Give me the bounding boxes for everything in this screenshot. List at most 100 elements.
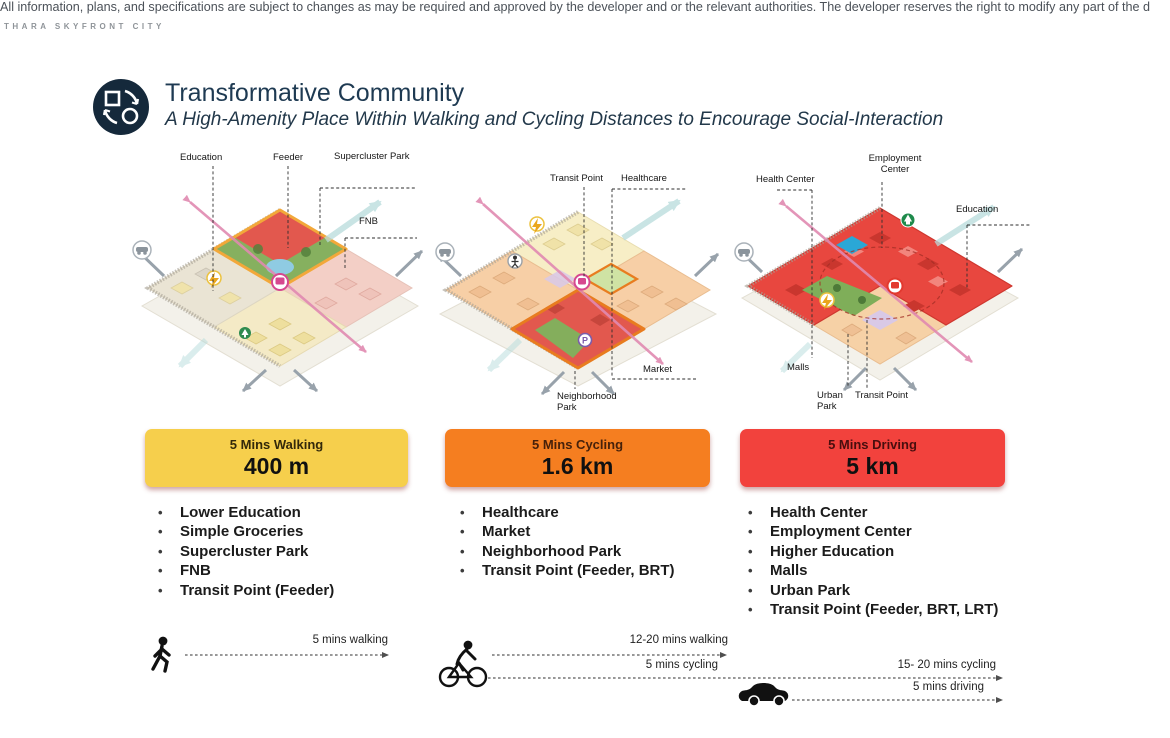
bullet-icon <box>460 503 482 522</box>
diagram-label: FNB <box>359 216 378 227</box>
list-item-label: Malls <box>770 562 808 580</box>
list-item-label: Lower Education <box>180 504 301 521</box>
list-item: Transit Point (Feeder, BRT, LRT) <box>748 600 998 619</box>
banner-value: 400 m <box>243 452 310 479</box>
list-item-label: Urban Park <box>770 581 851 599</box>
bullet-icon <box>158 542 180 561</box>
list-item: Supercluster Park <box>158 542 334 561</box>
list-item-label: Higher Education <box>770 542 895 560</box>
banner-title: 5 Mins Walking <box>229 436 324 452</box>
car-circle-icon <box>734 242 754 262</box>
banner-title: 5 Mins Cycling <box>531 436 624 452</box>
energy-icon <box>819 292 835 310</box>
travel-time-scale <box>140 628 1030 716</box>
list-item: Urban Park <box>748 581 998 600</box>
page-title: Transformative Community <box>165 79 465 107</box>
walk-long-time-label: 12-20 mins walking <box>629 634 728 646</box>
cyclist-icon <box>438 640 488 688</box>
diagram-label: Transit Point <box>550 173 603 184</box>
brand-logo-text: THARA SKYFRONT CITY <box>4 22 165 31</box>
list-item: Simple Groceries <box>158 522 334 541</box>
bullet-icon <box>748 561 770 580</box>
disclaimer-text: All information, plans, and specificatio… <box>0 0 1150 14</box>
page-subtitle: A High-Amenity Place Within Walking and … <box>165 109 944 130</box>
walk-time-label: 5 mins walking <box>312 634 388 646</box>
list-item-label: Employment Center <box>770 523 912 541</box>
parking-icon: P <box>577 332 593 348</box>
banner-value: 5 km <box>846 452 899 479</box>
list-item: Employment Center <box>748 522 998 541</box>
bullet-icon <box>158 522 180 541</box>
bullet-icon <box>748 581 770 600</box>
drive-time-label: 5 mins driving <box>913 681 984 693</box>
bullet-icon <box>460 542 482 561</box>
pedestrian-icon <box>507 253 523 269</box>
cycling-distance-banner: 5 Mins Cycling 1.6 km <box>445 429 710 487</box>
diagram-label: Education <box>180 152 223 163</box>
list-item: Market <box>460 522 675 541</box>
list-item: Lower Education <box>158 503 334 522</box>
list-item-label: FNB <box>180 562 211 580</box>
bullet-icon <box>158 561 180 580</box>
list-item: Neighborhood Park <box>460 542 675 561</box>
diagram-label: Urban Park <box>817 390 843 413</box>
walking-amenities-list: Lower Education Simple Groceries Supercl… <box>158 503 334 600</box>
diagram-label: Feeder <box>273 152 304 163</box>
train-station-icon <box>271 273 289 291</box>
bullet-icon <box>748 503 770 522</box>
walking-distance-banner: 5 Mins Walking 400 m <box>145 429 408 487</box>
bullet-icon <box>460 522 482 541</box>
svg-text:P: P <box>582 336 588 346</box>
transform-icon <box>92 78 150 136</box>
list-item-label: Transit Point (Feeder) <box>180 581 335 599</box>
bullet-icon <box>158 581 180 600</box>
bullet-icon <box>748 522 770 541</box>
driving-radius-diagram: Health Center Employment Center Educatio… <box>732 148 1032 420</box>
banner-title: 5 Mins Driving <box>828 436 917 452</box>
list-item: Malls <box>748 561 998 580</box>
diagram-label: Health Center <box>756 174 815 185</box>
cycling-amenities-list: Healthcare Market Neighborhood Park Tran… <box>460 503 675 581</box>
cycling-isometric-map: P <box>435 187 720 396</box>
travel-time-arrows <box>151 636 1003 707</box>
list-item: Transit Point (Feeder) <box>158 581 334 600</box>
list-item-label: Transit Point (Feeder, BRT, LRT) <box>770 601 999 619</box>
diagram-label: Neighborhood Park <box>557 391 617 414</box>
train-station-icon <box>886 277 904 295</box>
walking-person-icon <box>151 636 171 673</box>
list-item: FNB <box>158 561 334 580</box>
walking-isometric-map <box>132 166 424 393</box>
diagram-label: Malls <box>787 362 810 373</box>
cycling-radius-diagram: P Transit Point Healthcare Market Neighb… <box>435 168 735 423</box>
bullet-icon <box>748 600 770 619</box>
diagram-label: Education <box>956 204 999 215</box>
driving-isometric-map <box>734 182 1030 392</box>
diagram-label: Healthcare <box>621 173 667 184</box>
list-item-label: Neighborhood Park <box>482 542 622 560</box>
walking-radius-diagram: Education Feeder Supercluster Park FNB <box>130 148 440 420</box>
cycle-time-label: 5 mins cycling <box>645 659 718 671</box>
list-item-label: Transit Point (Feeder, BRT) <box>482 562 675 580</box>
banner-value: 1.6 km <box>541 452 614 479</box>
driving-amenities-list: Health Center Employment Center Higher E… <box>748 503 998 619</box>
list-item: Healthcare <box>460 503 675 522</box>
list-item-label: Simple Groceries <box>180 523 304 541</box>
driving-distance-banner: 5 Mins Driving 5 km <box>740 429 1005 487</box>
energy-icon <box>206 270 222 288</box>
car-icon <box>738 683 789 707</box>
car-circle-icon <box>132 240 152 260</box>
park-icon <box>239 327 251 339</box>
mosque-icon <box>900 212 916 228</box>
bullet-icon <box>748 542 770 561</box>
list-item: Higher Education <box>748 542 998 561</box>
train-station-icon <box>573 273 591 291</box>
energy-icon <box>529 216 545 234</box>
diagram-label: Supercluster Park <box>334 151 410 162</box>
car-circle-icon <box>435 242 455 262</box>
bullet-icon <box>460 561 482 580</box>
diagram-label: Transit Point <box>855 390 908 401</box>
diagram-label: Market <box>643 364 673 375</box>
list-item-label: Health Center <box>770 504 868 521</box>
list-item-label: Supercluster Park <box>180 542 309 560</box>
bullet-icon <box>158 503 180 522</box>
